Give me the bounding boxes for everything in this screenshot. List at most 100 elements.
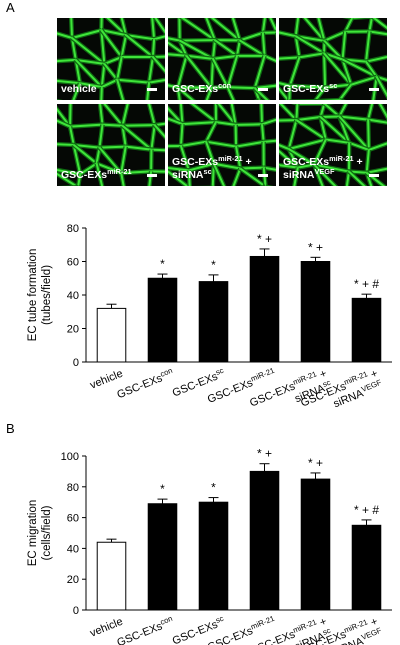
label-sup: miR-21 xyxy=(249,613,275,631)
scale-bar xyxy=(258,174,268,177)
vessel xyxy=(53,32,54,61)
vessel xyxy=(288,57,301,87)
label-sup: sc xyxy=(321,377,332,388)
vessel xyxy=(378,104,387,119)
micrograph: GSC-EXsmiR-21 xyxy=(45,104,179,192)
vessel xyxy=(274,10,299,11)
micrograph: GSC-EXscon xyxy=(168,7,286,100)
vessel xyxy=(368,118,387,124)
significance-label: * + xyxy=(257,232,272,246)
vessel xyxy=(372,76,378,100)
vessel xyxy=(338,104,347,117)
vessel xyxy=(47,144,48,168)
vessel xyxy=(236,40,241,57)
vessel xyxy=(116,79,125,100)
significance-label: * + # xyxy=(354,277,379,291)
vessel xyxy=(103,104,124,127)
vessel xyxy=(292,194,325,196)
label-run: GSC-EXs xyxy=(283,83,329,95)
vessel-glow xyxy=(270,190,292,197)
vessel xyxy=(72,82,81,100)
vessel xyxy=(341,31,347,60)
vessel xyxy=(365,61,378,78)
vessel xyxy=(179,11,203,16)
vessel xyxy=(71,37,77,61)
label-sup: miR-21 xyxy=(218,154,243,163)
scale-bar xyxy=(369,88,379,91)
vessel xyxy=(295,35,325,55)
vessel-glow xyxy=(45,168,48,189)
vessel xyxy=(168,53,187,57)
vessel xyxy=(226,55,238,88)
vessel xyxy=(313,163,337,186)
vessel xyxy=(212,163,226,186)
label-run: GSC-EXs xyxy=(61,169,107,181)
vessel xyxy=(212,54,238,60)
vessel xyxy=(269,18,276,33)
vessel-glow xyxy=(204,7,230,11)
vessel-glow xyxy=(274,10,299,11)
vessel xyxy=(98,124,104,148)
vessel xyxy=(260,104,264,125)
label-run: GSC-EXs xyxy=(248,628,297,645)
vessel xyxy=(261,124,265,142)
vessel xyxy=(266,8,286,9)
vessel xyxy=(279,56,300,60)
vessel-glow xyxy=(47,117,48,144)
vessel xyxy=(226,86,235,100)
vessel xyxy=(320,99,340,100)
vessel xyxy=(57,172,78,186)
label-run: siRNA xyxy=(283,169,315,181)
vessel xyxy=(151,148,165,152)
vessel-glow xyxy=(149,191,179,192)
micrograph-label: GSC-EXssc xyxy=(283,81,337,96)
vessel xyxy=(188,162,215,172)
vessel xyxy=(101,29,127,37)
label-sup: sc xyxy=(204,167,212,176)
significance-label: * xyxy=(211,258,216,272)
bar xyxy=(198,501,229,611)
vessel xyxy=(212,58,229,88)
vessel xyxy=(75,58,105,65)
label-run: siRNA xyxy=(172,169,204,181)
y-axis-label: (tubes/field) xyxy=(41,265,53,325)
y-tick-label: 20 xyxy=(67,324,79,336)
vessel xyxy=(116,56,123,80)
vessel xyxy=(48,61,55,80)
vessel xyxy=(125,145,152,151)
vessel xyxy=(368,142,387,151)
vessel xyxy=(263,139,276,143)
vessel xyxy=(205,87,213,100)
vessel xyxy=(151,18,156,40)
vessel xyxy=(297,163,315,169)
vessel xyxy=(77,174,82,186)
vessel xyxy=(146,82,151,100)
vessel xyxy=(389,101,391,123)
label-sup: con xyxy=(159,613,174,626)
vessel-glow xyxy=(326,194,346,196)
vessel xyxy=(232,168,242,186)
micrograph-label: GSC-EXscon xyxy=(172,81,232,96)
panel-label: B xyxy=(6,421,15,436)
label-sup: VEGF xyxy=(315,167,336,176)
vessel xyxy=(168,170,189,186)
vessel-glow xyxy=(391,123,399,139)
micrograph: vehicle xyxy=(48,18,165,100)
y-tick-label: 0 xyxy=(73,357,79,369)
vessel xyxy=(348,170,366,186)
vessel xyxy=(99,145,126,149)
vessel xyxy=(57,79,81,85)
bar xyxy=(351,297,382,363)
label-run: GSC-EXs xyxy=(172,83,218,95)
micrograph-label: siRNAVEGF xyxy=(283,167,335,182)
vessel xyxy=(180,18,216,42)
y-tick-label: 80 xyxy=(67,482,79,494)
vessel xyxy=(210,58,214,88)
y-tick-label: 20 xyxy=(67,574,79,586)
vessel xyxy=(57,168,81,176)
vessel xyxy=(101,78,118,88)
vessel-network xyxy=(274,10,387,100)
vessel xyxy=(231,18,241,41)
label-run: GSC-EXs xyxy=(248,380,297,409)
vessel xyxy=(279,87,290,100)
